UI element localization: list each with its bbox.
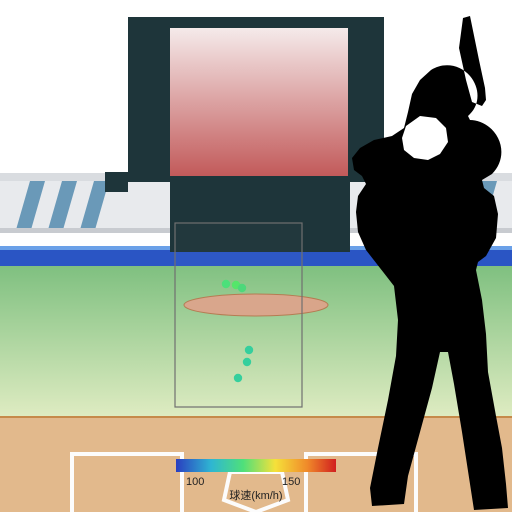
pitch-marker	[222, 280, 230, 288]
scoreboard-screen	[170, 28, 348, 176]
speed-tick-label: 100	[186, 476, 204, 488]
speed-tick-label: 150	[282, 476, 300, 488]
pitch-marker	[245, 346, 253, 354]
pitch-marker	[234, 374, 242, 382]
scene-svg: 100 150球速(km/h)	[0, 0, 512, 512]
speed-axis-label: 球速(km/h)	[229, 488, 282, 502]
pitch-marker	[243, 358, 251, 366]
pitch-location-figure: 100 150球速(km/h)	[0, 0, 512, 512]
infield-dirt-line	[0, 416, 512, 418]
pitch-marker	[238, 284, 246, 292]
speed-colorbar	[176, 459, 336, 472]
scoreboard-wing	[105, 172, 128, 192]
